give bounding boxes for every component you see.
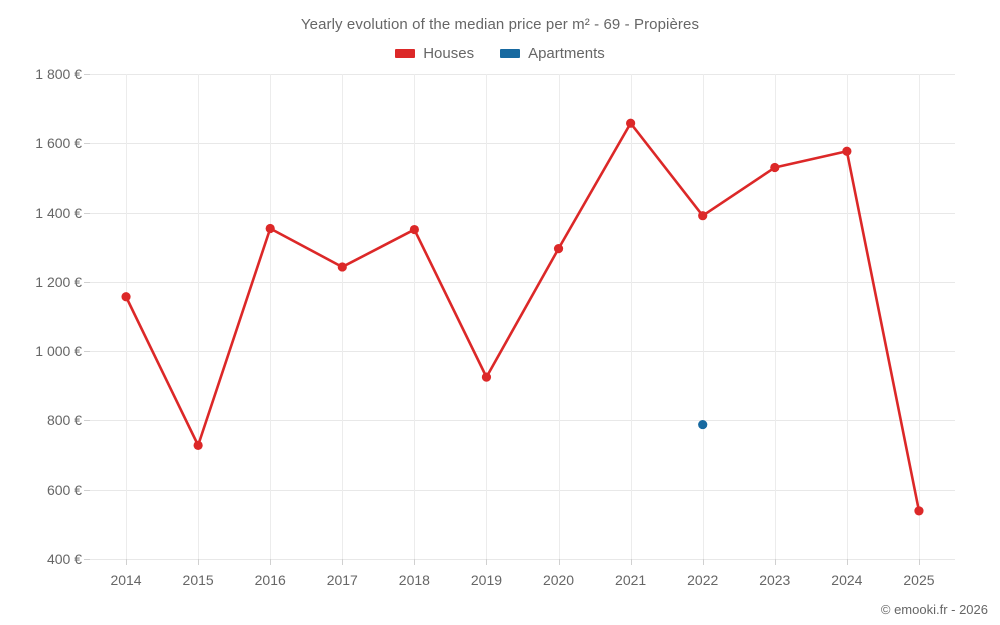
x-axis-tick-mark [918,559,920,565]
gridline-vertical [558,74,560,559]
data-point-houses-2018[interactable] [406,222,422,238]
legend-item-apartments[interactable]: Apartments [500,45,605,62]
plot-area [90,74,955,560]
y-axis-tick-label: 1 600 € [35,135,82,152]
gridline-vertical [774,74,776,559]
chart-legend: Houses Apartments [0,45,1000,62]
x-axis-tick-mark [342,559,344,565]
gridline-vertical [270,74,272,559]
x-axis-tick-label: 2017 [326,572,358,588]
y-axis-tick-mark [84,74,90,75]
x-axis-tick-label: 2020 [542,572,575,588]
data-point-houses-2023[interactable] [767,160,783,176]
data-point-houses-2021[interactable] [623,115,639,131]
y-axis-tick-label: 600 € [46,481,82,498]
data-point-houses-2025[interactable] [911,503,927,519]
data-point-apartments-2022[interactable] [695,417,711,433]
x-axis-tick-mark [558,559,560,565]
y-axis-tick-mark [84,143,90,145]
y-axis-tick-label: 1 800 € [35,66,82,82]
gridline-vertical [198,74,200,559]
y-axis-tick-mark [84,420,90,422]
data-point-houses-2020[interactable] [551,241,567,257]
x-axis-tick-mark [270,559,272,565]
x-axis-tick-label: 2016 [254,572,286,588]
legend-swatch-apartments [500,49,521,58]
x-axis-tick-label: 2018 [398,572,430,588]
gridline-vertical [918,74,920,559]
x-axis-tick-mark [702,559,704,565]
gridline-horizontal [90,212,955,214]
x-axis-tick-label: 2023 [759,572,791,588]
data-point-houses-2016[interactable] [262,221,278,237]
y-axis-tick-label: 400 € [46,551,82,567]
x-axis-tick-label: 2025 [903,572,935,588]
gridline-vertical [342,74,344,559]
gridline-horizontal [90,489,955,491]
x-axis-tick-mark [774,559,776,565]
data-point-houses-2022[interactable] [695,208,711,224]
y-axis-tick-mark [84,281,90,283]
x-axis-tick-mark [414,559,416,565]
gridline-horizontal [90,281,955,283]
legend-label-apartments: Apartments [528,45,605,62]
x-axis-tick-mark [630,559,632,565]
legend-swatch-houses [395,49,416,58]
y-axis-tick-label: 1 200 € [35,273,82,290]
x-axis-tick-mark [486,559,488,565]
gridline-vertical [486,74,488,559]
x-axis-tick-label: 2019 [470,572,503,588]
gridline-horizontal [90,143,955,145]
x-axis-tick-mark [126,559,128,565]
y-axis-tick-label: 1 000 € [35,343,82,360]
x-axis-tick-label: 2014 [110,572,142,588]
x-axis-tick-mark [198,559,200,565]
gridline-vertical [702,74,704,559]
legend-item-houses[interactable]: Houses [395,45,474,62]
y-axis-tick-mark [84,489,90,491]
gridline-horizontal [90,351,955,353]
y-axis-tick-mark [84,212,90,214]
x-axis-tick-label: 2024 [831,572,863,588]
y-axis-tick-label: 1 400 € [35,204,82,221]
gridline-horizontal [90,74,955,75]
y-axis-tick-mark [84,559,90,560]
gridline-horizontal [90,420,955,422]
x-axis-tick-label: 2021 [615,572,647,588]
chart-title: Yearly evolution of the median price per… [300,16,700,33]
y-axis-tick-mark [84,351,90,353]
y-axis-tick-label: 800 € [46,412,82,429]
x-axis-tick-mark [846,559,848,565]
legend-label-houses: Houses [423,45,475,62]
footer-credit: © emooki.fr - 2026 [880,602,988,617]
x-axis-tick-label: 2022 [687,572,719,588]
gridline-vertical [126,74,128,559]
x-axis-tick-label: 2015 [182,572,214,588]
gridline-vertical [414,74,416,559]
gridline-vertical [630,74,632,559]
data-point-houses-2014[interactable] [118,289,134,305]
gridline-horizontal [90,559,955,560]
